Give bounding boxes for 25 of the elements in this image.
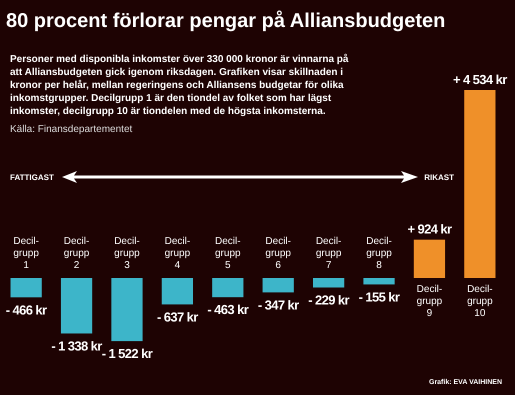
x-tick-label: Decil- grupp 7: [316, 236, 342, 271]
x-tick-label: Decil- grupp 4: [164, 236, 191, 271]
data-label: - 347 kr: [258, 297, 300, 312]
annotation: Källa: Finansdepartementet: [10, 124, 133, 135]
data-label: - 1 522 kr: [102, 346, 153, 362]
data-label: - 155 kr: [358, 289, 400, 304]
x-tick-label: Decil- grupp 3: [114, 236, 140, 271]
x-tick-label: Decil- grupp 2: [64, 236, 90, 271]
chart-title: 80 procent förlorar pengar på Alliansbudgeten: [6, 10, 446, 32]
x-tick-label: Decil- grupp 1: [13, 236, 40, 271]
data-label: + 924 kr: [407, 222, 452, 237]
data-label: + 4 534 kr: [453, 72, 508, 87]
data-label: - 1 338 kr: [51, 338, 102, 354]
x-tick-label: Decil- grupp 9: [416, 284, 443, 319]
annotation: RIKAST: [424, 173, 454, 182]
x-tick-label: Decil- grupp 6: [265, 236, 292, 271]
x-tick-label: Decil- grupp 8: [366, 236, 392, 271]
data-label: - 466 kr: [6, 302, 48, 318]
chart-subtitle: Personer med disponibla inkomster över 330 000 kronor är vinnarna på att Alliansbudgeten gick igenom riksdagen. Grafiken visar skillnaden i kronor per helår, mellan regeringens och Alliansens budgetar för olika inkomstgrupper. Decilgrupp 1 är den tiondel av folket som har lägst inkomster, decilgrupp 10 är tiondelen med de högsta inkomsterna.: [10, 53, 349, 117]
data-label: - 637 kr: [157, 309, 198, 324]
x-tick-label: Decil- grupp 5: [215, 236, 242, 271]
data-label: - 463 kr: [207, 302, 249, 318]
data-label: - 229 kr: [308, 292, 350, 308]
x-tick-label: Decil- grupp 10: [467, 284, 494, 319]
annotation: FATTIGAST: [10, 173, 54, 182]
